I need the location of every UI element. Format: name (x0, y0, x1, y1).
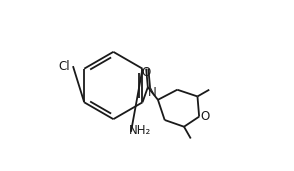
Text: N: N (148, 86, 157, 99)
Text: NH₂: NH₂ (128, 124, 151, 137)
Text: O: O (141, 66, 151, 79)
Text: O: O (201, 110, 210, 123)
Text: Cl: Cl (59, 60, 71, 73)
